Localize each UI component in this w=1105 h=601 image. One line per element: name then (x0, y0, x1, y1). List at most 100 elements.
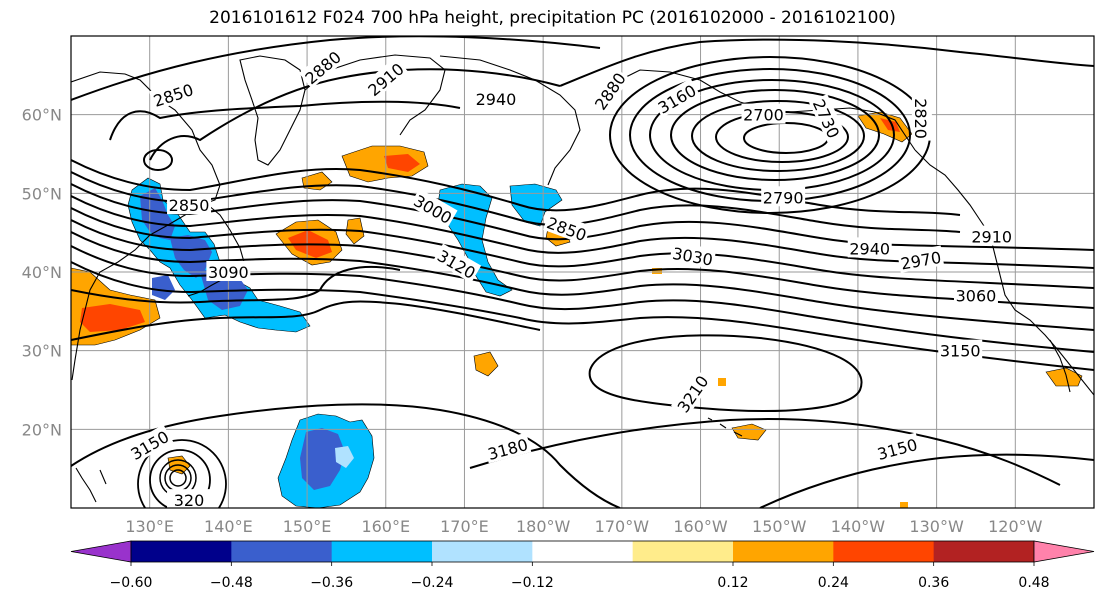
contour-label-background (361, 56, 409, 101)
precip-pos-small2 (718, 378, 726, 386)
contour-label: 2910 (971, 228, 1012, 247)
colorbar-tick-label: 0.36 (918, 575, 949, 591)
precip-pos-mexico (1045, 367, 1083, 387)
contour-line (71, 231, 1094, 331)
latitude-tick-label: 60°N (22, 106, 62, 125)
colorbar-lower-extension (70, 540, 132, 563)
longitude-tick-label: 140°E (204, 517, 253, 536)
precip-neg-tropical-core (300, 428, 345, 490)
contour-label-background (167, 489, 212, 508)
colorbar-swatch (733, 541, 834, 562)
longitude-tick-label: 130°W (909, 517, 964, 536)
typhoon-ring (169, 469, 187, 487)
coastline-okhotsk (304, 54, 446, 136)
colorbar-swatch (532, 541, 634, 562)
contour-label-background (125, 424, 174, 464)
map-title: 2016101612 F024 700 hPa height, precipit… (209, 8, 896, 28)
longitude-tick-label: 140°W (831, 517, 886, 536)
contour-line (71, 245, 1094, 353)
precip-pos-hawaii (731, 423, 767, 441)
latitude-tick-label: 40°N (22, 263, 62, 282)
colorbar-upper-extension (1033, 540, 1095, 563)
latitude-tick-label: 20°N (22, 420, 62, 439)
colorbar-swatch (231, 541, 333, 562)
contour-label-background (969, 225, 1014, 246)
coastline-philippines (75, 467, 107, 503)
contour-label: 2820 (911, 98, 930, 139)
longitude-axis: 130°E 140°E 150°E 160°E 170°E 180°W 170°W 160°W… (125, 517, 1042, 536)
contour-line (71, 195, 1094, 269)
precip-neg-japan-core4 (152, 275, 175, 300)
precip-neg-japan-core2 (170, 235, 212, 278)
contour-label-background (761, 186, 806, 207)
typhoon-ring (137, 439, 227, 508)
contour-label: 2850 (169, 196, 210, 215)
colorbar-swatch (632, 541, 734, 562)
latitude-tick-label: 30°N (22, 342, 62, 361)
precip-neg-japan-core1 (140, 188, 175, 240)
contour-label-background (206, 261, 251, 281)
contour-label: 2790 (763, 188, 804, 207)
contour-line (71, 266, 401, 304)
longitude-tick-label: 160°E (361, 517, 410, 536)
contour-low-ring (670, 89, 880, 181)
contour-label-background (938, 339, 983, 360)
latitude-axis: 60°N 50°N 40°N 30°N 20°N (22, 106, 62, 440)
longitude-tick-label: 130°E (125, 517, 174, 536)
contour-label-background (873, 432, 921, 464)
contour-line (71, 300, 541, 341)
contour-line (559, 38, 1094, 87)
colorbar-swatch (432, 541, 533, 562)
precip-pos-central (473, 351, 499, 377)
colorbar-tick-label: −0.36 (310, 575, 353, 591)
contour-label-background (669, 241, 717, 269)
contour-high (588, 334, 863, 412)
contour-label-background (953, 284, 998, 305)
colorbar-tick-label: 0.48 (1018, 575, 1049, 591)
contour-label: 3060 (956, 287, 997, 306)
precip-pos-alaska-core (880, 118, 900, 132)
contour-label-background (473, 87, 518, 108)
colorbar-swatch (933, 541, 1035, 562)
latitude-tick-label: 50°N (22, 184, 62, 203)
colorbar-swatch (131, 541, 232, 562)
colorbar-tick-label: −0.24 (411, 575, 454, 591)
colorbar-swatch (833, 541, 935, 562)
colorbar-tick-label: 0.12 (717, 575, 748, 591)
colorbar-tick-label: −0.48 (210, 575, 253, 591)
precip-pos-small3 (900, 502, 908, 508)
contour-line (469, 418, 1061, 486)
contour-low-ring (691, 100, 865, 172)
contour-label-background (911, 96, 932, 141)
contour-label-background (847, 237, 892, 258)
contour-line (149, 68, 561, 161)
colorbar-tick-label: 0.24 (818, 575, 849, 591)
contour-label: 2940 (476, 90, 517, 109)
contour-label: 2940 (849, 239, 890, 258)
longitude-tick-label: 170°E (440, 517, 489, 536)
colorbar-tick-label: −0.12 (511, 575, 554, 591)
contour-label: 320 (174, 491, 205, 510)
precip-pos-china-core (80, 304, 145, 332)
contour-label-background (167, 194, 212, 215)
contour-label-background (808, 94, 846, 143)
precip-pos-kamchatka-core (384, 154, 420, 172)
contour-label-background (298, 44, 346, 89)
contour-label: 2700 (743, 106, 784, 125)
contour-label-background (543, 210, 592, 245)
contour-small-low (143, 149, 173, 171)
contour-line (71, 159, 961, 216)
contour-label-background (483, 432, 532, 464)
map-frame (70, 35, 1095, 509)
contour-line (71, 207, 1094, 289)
contour-label-background (433, 243, 482, 283)
contour-label-background (741, 103, 786, 124)
colorbar-swatch (331, 541, 433, 562)
contour-label-background (671, 369, 713, 418)
precip-neg-aleutian (509, 183, 563, 227)
colorbar: −0.60 −0.48 −0.36 −0.24 −0.12 0.12 0.24 0.36 0.4… (70, 540, 1095, 591)
typhoon-ring (149, 449, 211, 508)
contour-line (759, 453, 1094, 508)
